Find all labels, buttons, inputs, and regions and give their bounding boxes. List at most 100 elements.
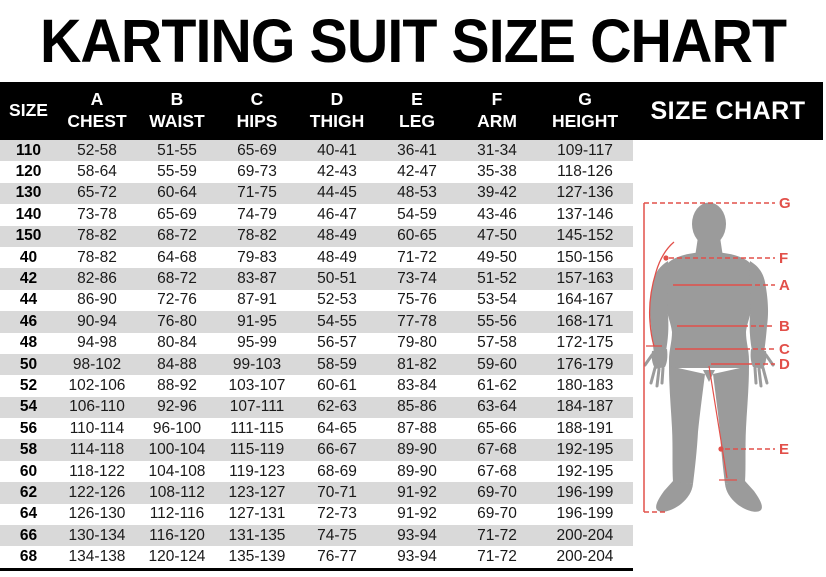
value-cell: 71-72 — [477, 548, 517, 566]
size-table-header: SIZE A CHEST B WAIST C HIPS D THIGH E LEG F AR… — [0, 82, 633, 140]
measurement-figure: G F A B C D E — [643, 195, 791, 513]
value-cell: 57-58 — [477, 334, 517, 352]
value-cell: 200-204 — [556, 526, 614, 544]
value-cell: 42-43 — [317, 163, 357, 181]
table-row: 40 78-82 64-68 79-83 48-49 71-72 49-50 150-156 — [0, 247, 633, 268]
col-letter: E — [411, 89, 423, 110]
value-cell: 76-77 — [317, 548, 357, 566]
value-cell: 48-53 — [397, 184, 437, 202]
size-cell: 150 — [15, 227, 42, 245]
size-cell: 140 — [15, 205, 42, 223]
col-letter: G — [578, 89, 592, 110]
value-cell: 196-199 — [556, 505, 614, 523]
value-cell: 68-69 — [317, 462, 357, 480]
header-height: G HEIGHT — [537, 82, 633, 140]
value-cell: 131-135 — [228, 526, 286, 544]
calf-point — [718, 446, 724, 452]
value-cell: 47-50 — [477, 227, 517, 245]
value-cell: 54-59 — [397, 205, 437, 223]
value-cell: 188-191 — [556, 419, 614, 437]
value-cell: 75-76 — [397, 291, 437, 309]
table-row: 52 102-106 88-92 103-107 60-61 83-84 61-62 180… — [0, 375, 633, 396]
value-cell: 51-55 — [157, 141, 197, 159]
value-cell: 93-94 — [397, 548, 437, 566]
value-cell: 145-152 — [556, 227, 614, 245]
value-cell: 60-64 — [157, 184, 197, 202]
value-cell: 39-42 — [477, 184, 517, 202]
value-cell: 81-82 — [397, 355, 437, 373]
value-cell: 106-110 — [69, 398, 125, 416]
value-cell: 54-55 — [317, 312, 357, 330]
value-cell: 103-107 — [228, 376, 286, 394]
value-cell: 52-53 — [317, 291, 357, 309]
header-size: SIZE — [0, 82, 57, 140]
value-cell: 123-127 — [228, 483, 286, 501]
value-cell: 118-122 — [69, 462, 125, 480]
value-cell: 62-63 — [317, 398, 357, 416]
value-cell: 109-117 — [557, 141, 613, 159]
value-cell: 53-54 — [477, 291, 517, 309]
value-cell: 115-119 — [229, 441, 285, 459]
value-cell: 135-139 — [228, 548, 286, 566]
col-letter: A — [90, 89, 104, 110]
value-cell: 93-94 — [397, 526, 437, 544]
value-cell: 192-195 — [556, 462, 614, 480]
table-row: 46 90-94 76-80 91-95 54-55 77-78 55-56 168-171 — [0, 311, 633, 333]
table-row: 110 52-58 51-55 65-69 40-41 36-41 31-34 109-11… — [0, 140, 633, 162]
page-title: KARTING SUIT SIZE CHART — [39, 7, 787, 75]
value-cell: 172-175 — [556, 334, 614, 352]
value-cell: 55-56 — [477, 312, 517, 330]
value-cell: 74-79 — [237, 205, 277, 223]
size-cell: 46 — [19, 312, 38, 330]
value-cell: 91-92 — [397, 505, 437, 523]
value-cell: 46-47 — [317, 205, 357, 223]
value-cell: 130-134 — [68, 526, 126, 544]
size-cell: 58 — [19, 441, 38, 459]
value-cell: 78-82 — [237, 227, 277, 245]
value-cell: 118-126 — [557, 163, 613, 181]
value-cell: 112-116 — [149, 505, 205, 523]
value-cell: 69-73 — [237, 163, 277, 181]
arm-length-curve — [648, 241, 675, 347]
value-cell: 58-64 — [77, 163, 117, 181]
value-cell: 66-67 — [317, 441, 357, 459]
label-a: A — [779, 277, 790, 294]
value-cell: 91-92 — [397, 483, 437, 501]
table-row: 58 114-118 100-104 115-119 66-67 89-90 67-68 1… — [0, 439, 633, 461]
size-cell: 66 — [19, 526, 38, 544]
value-cell: 122-126 — [68, 483, 126, 501]
value-cell: 74-75 — [317, 526, 357, 544]
value-cell: 114-118 — [69, 441, 125, 459]
value-cell: 36-41 — [397, 141, 437, 159]
value-cell: 55-59 — [157, 163, 197, 181]
value-cell: 98-102 — [72, 355, 122, 373]
value-cell: 79-80 — [397, 334, 437, 352]
col-letter: D — [330, 89, 344, 110]
value-cell: 48-49 — [317, 227, 357, 245]
value-cell: 180-183 — [556, 376, 614, 394]
value-cell: 65-72 — [77, 184, 117, 202]
value-cell: 72-76 — [157, 291, 197, 309]
value-cell: 89-90 — [397, 462, 437, 480]
value-cell: 85-86 — [397, 398, 437, 416]
value-cell: 96-100 — [152, 419, 202, 437]
measurement-lines — [643, 202, 775, 513]
value-cell: 90-94 — [77, 312, 117, 330]
label-g: G — [779, 195, 791, 212]
col-letter: C — [250, 89, 264, 110]
value-cell: 71-75 — [237, 184, 277, 202]
size-cell: 110 — [15, 141, 41, 159]
size-cell: 48 — [19, 334, 38, 352]
value-cell: 86-90 — [77, 291, 117, 309]
size-cell: 60 — [19, 462, 38, 480]
label-d: D — [779, 356, 790, 373]
value-cell: 99-103 — [232, 355, 282, 373]
size-table-body: 110 52-58 51-55 65-69 40-41 36-41 31-34 109-11… — [0, 140, 633, 569]
value-cell: 116-120 — [149, 526, 205, 544]
label-f: F — [779, 250, 788, 267]
col-letter: F — [491, 89, 503, 110]
label-b: B — [779, 318, 790, 335]
header-thigh: D THIGH — [297, 82, 377, 140]
value-cell: 196-199 — [556, 483, 614, 501]
value-cell: 137-146 — [556, 205, 614, 223]
